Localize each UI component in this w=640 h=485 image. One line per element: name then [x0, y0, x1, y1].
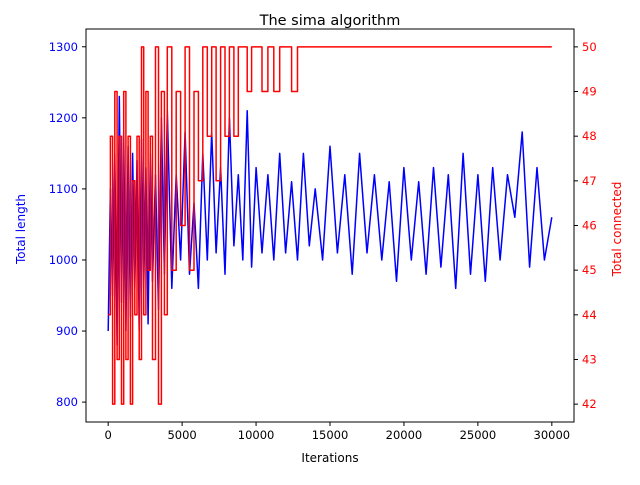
x-tick-label: 0: [105, 428, 112, 442]
y-right-tick-label: 43: [582, 352, 597, 366]
y-right-tick-label: 49: [582, 85, 597, 99]
y-right-tick-label: 42: [582, 397, 597, 411]
series-layer: [107, 46, 553, 405]
y-right-tick-label: 48: [582, 129, 597, 143]
y-left-tick-label: 900: [56, 324, 78, 338]
y-right-tick-label: 46: [582, 219, 597, 233]
y-left-tick-label: 1200: [49, 111, 78, 125]
y-left-tick-label: 800: [56, 395, 78, 409]
y-right-tick-label: 44: [582, 308, 597, 322]
tick-layer: 0 5000 10000 15000 20000 25000 30000 800 900 1000…: [49, 40, 597, 442]
x-tick-label: 15000: [312, 428, 349, 442]
x-tick-label: 30000: [534, 428, 571, 442]
total-connected-series-line: [108, 46, 552, 405]
x-tick-label: 20000: [386, 428, 423, 442]
x-tick-label: 25000: [460, 428, 497, 442]
y-left-axis-label: Total length: [14, 194, 28, 265]
y-left-tick-label: 1100: [49, 182, 78, 196]
x-tick-label: 10000: [238, 428, 275, 442]
y-left-tick-label: 1000: [49, 253, 78, 267]
y-right-tick-label: 45: [582, 263, 597, 277]
x-axis-label: Iterations: [301, 451, 358, 465]
chart-title: The sima algorithm: [259, 13, 401, 29]
total-length-series-line: [107, 95, 553, 346]
y-right-tick-label: 50: [582, 40, 597, 54]
y-right-tick-label: 47: [582, 174, 597, 188]
y-left-tick-label: 1300: [49, 40, 78, 54]
x-tick-label: 5000: [167, 428, 196, 442]
y-right-axis-label: Total connected: [610, 182, 624, 278]
